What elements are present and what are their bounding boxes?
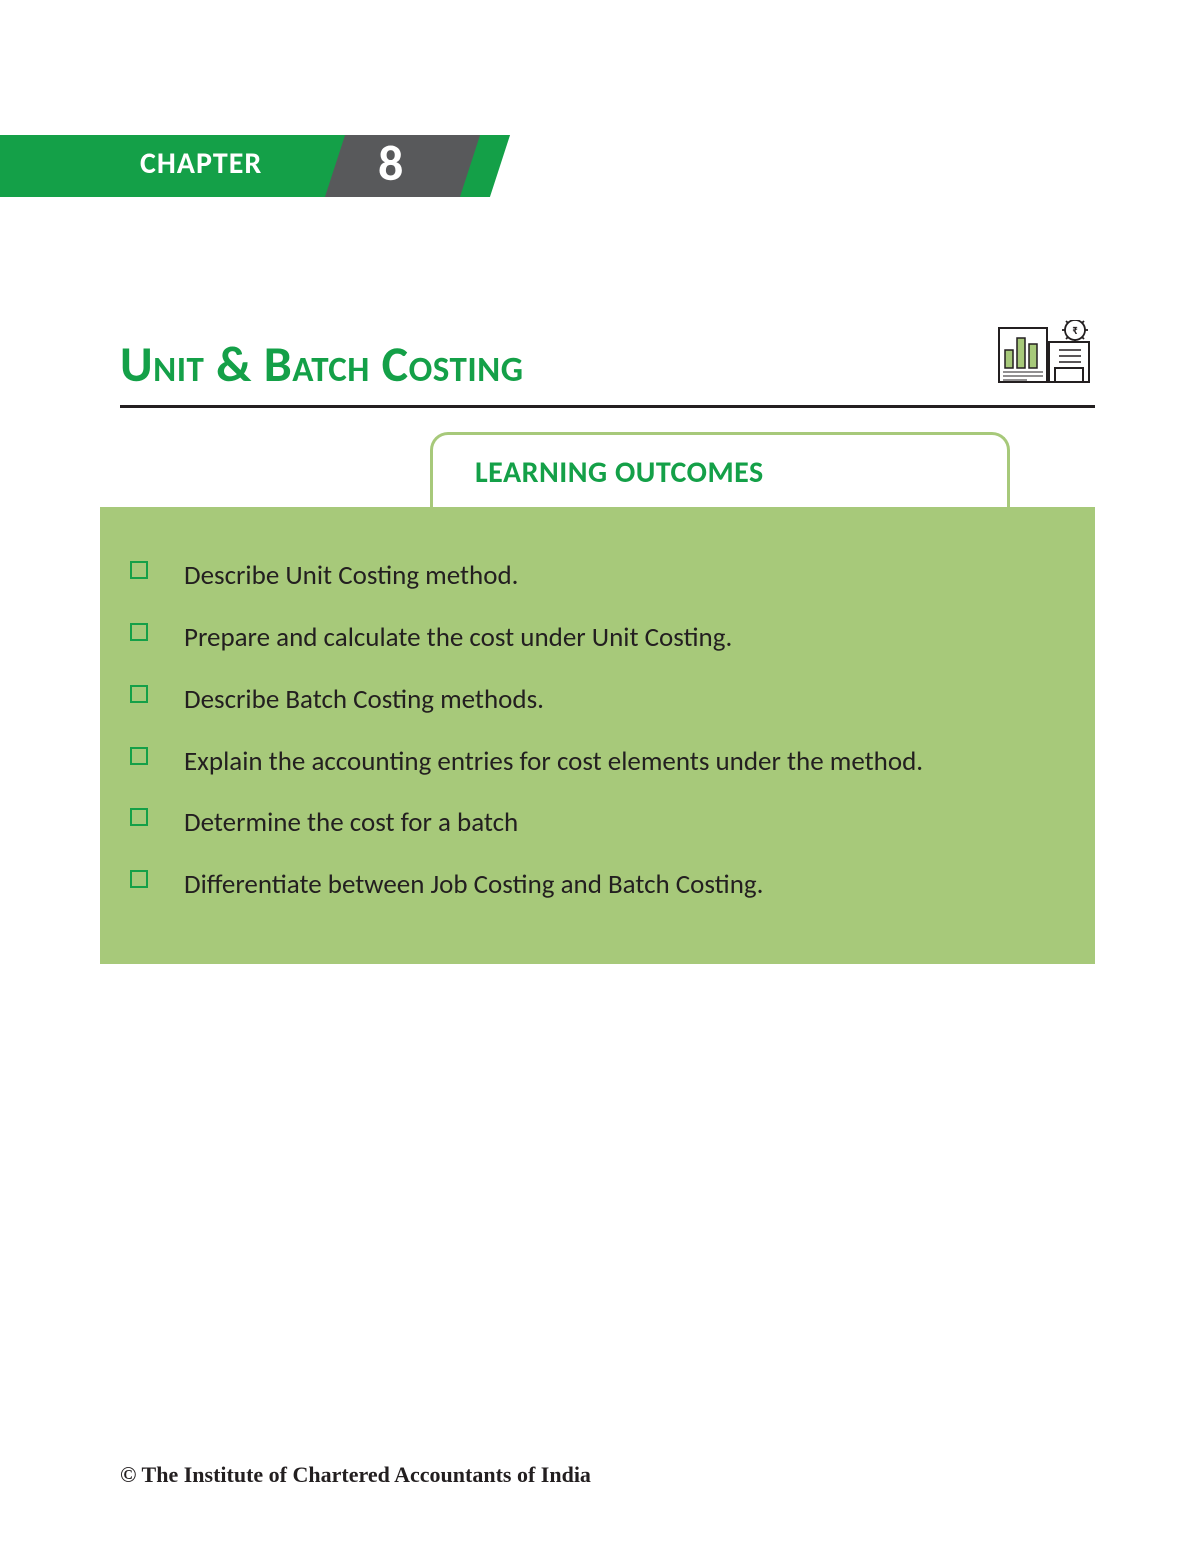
learning-outcomes-tab: LEARNING OUTCOMES (430, 432, 1010, 510)
learning-outcomes-box: Describe Unit Costing method. Prepare an… (100, 507, 1095, 964)
svg-text:₹: ₹ (1072, 324, 1078, 337)
copyright-text: © The Institute of Chartered Accountants… (120, 1462, 591, 1488)
outcome-text: Describe Batch Costing methods. (184, 679, 544, 721)
outcome-text: Differentiate between Job Costing and Ba… (184, 864, 763, 906)
chapter-banner: CHAPTER 8 (0, 135, 540, 197)
chapter-number: 8 (378, 133, 403, 194)
list-item: Prepare and calculate the cost under Uni… (130, 617, 1037, 659)
learning-outcomes-heading: LEARNING OUTCOMES (475, 454, 764, 491)
bullet-icon (130, 747, 148, 765)
list-item: Determine the cost for a batch (130, 802, 1037, 844)
list-item: Describe Batch Costing methods. (130, 679, 1037, 721)
outcome-text: Explain the accounting entries for cost … (184, 741, 923, 783)
bullet-icon (130, 623, 148, 641)
bullet-icon (130, 808, 148, 826)
outcome-text: Describe Unit Costing method. (184, 555, 518, 597)
page-title: Unit & Batch Costing (120, 334, 524, 395)
outcome-text: Prepare and calculate the cost under Uni… (184, 617, 732, 659)
list-item: Describe Unit Costing method. (130, 555, 1037, 597)
outcome-text: Determine the cost for a batch (184, 802, 518, 844)
bullet-icon (130, 561, 148, 579)
bullet-icon (130, 870, 148, 888)
chapter-label: CHAPTER (140, 145, 262, 182)
chart-report-gear-rupee-icon: ₹ (997, 320, 1095, 395)
bullet-icon (130, 685, 148, 703)
list-item: Differentiate between Job Costing and Ba… (130, 864, 1037, 906)
page-title-block: Unit & Batch Costing (120, 320, 1095, 408)
list-item: Explain the accounting entries for cost … (130, 741, 1037, 783)
